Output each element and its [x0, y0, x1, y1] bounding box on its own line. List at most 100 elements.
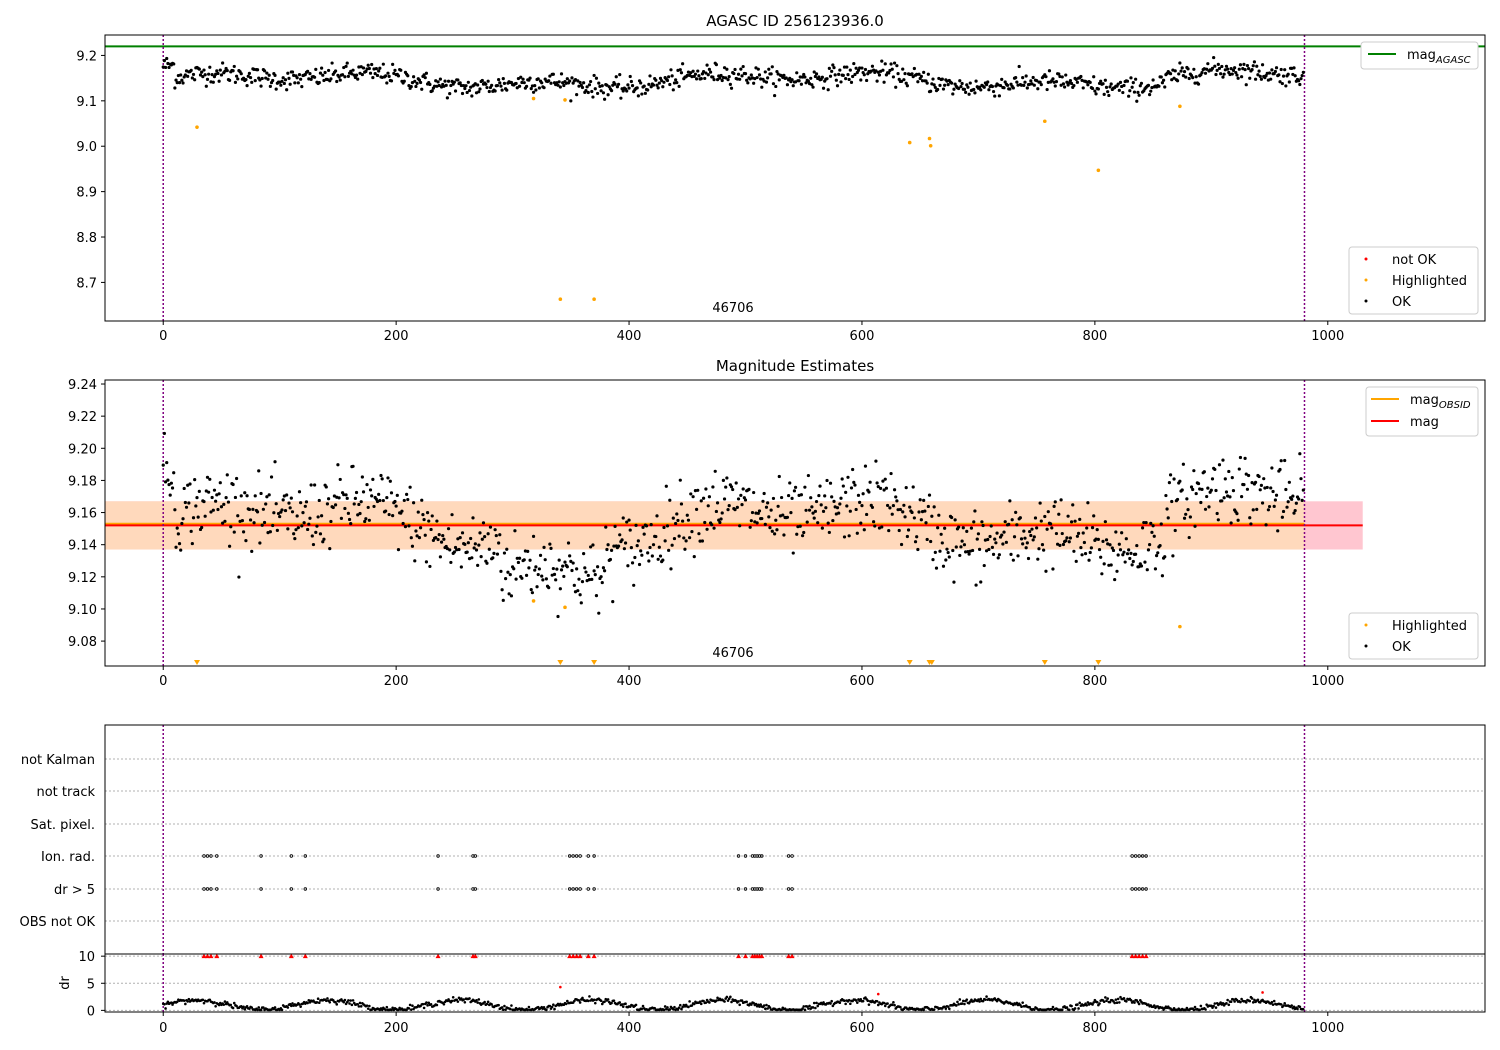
p1-ok-point: [174, 78, 178, 82]
p1-ok-point: [1160, 81, 1165, 85]
p2-ok-point: [970, 548, 975, 553]
p1-ok-point: [1273, 69, 1277, 74]
p2-ok-point: [939, 532, 943, 536]
p2-ok-point: [996, 556, 1000, 560]
p1-ok-point: [378, 66, 382, 70]
p1-ok-point: [722, 66, 727, 70]
p1-ok-point: [533, 84, 537, 88]
p1-ok-point: [268, 84, 272, 88]
p1-ok-point: [755, 75, 759, 80]
p2-ok-point: [658, 554, 663, 558]
dr-point: [262, 1006, 265, 1009]
p2-ok-point: [679, 502, 684, 506]
dr-point: [1283, 1002, 1286, 1005]
dr-point: [723, 1000, 726, 1003]
p1-ok-point: [1179, 69, 1183, 73]
dr-point: [984, 998, 987, 1001]
dr-clipped-marker: [1133, 953, 1139, 959]
p1-ok-point: [246, 74, 250, 78]
p2-ok-point: [551, 566, 555, 571]
p4-xtick-label-1: 200: [384, 1021, 409, 1036]
p2-ok-point: [566, 541, 571, 545]
p1-ok-point: [385, 81, 389, 85]
p2-ok-point: [812, 516, 816, 520]
p1-ok-point: [313, 75, 317, 79]
p1-ok-point: [191, 72, 196, 77]
p2-ok-point: [1196, 481, 1201, 486]
p2-ok-point: [203, 514, 207, 518]
p2-ok-point: [792, 489, 797, 493]
p2-ok-point: [1186, 508, 1190, 512]
flag-point: [743, 887, 748, 891]
p1-ok-point: [957, 86, 961, 91]
p1-ok-point: [594, 76, 599, 80]
p2-ok-point: [827, 530, 831, 535]
p2-ok-point: [806, 473, 810, 478]
dr-point: [257, 1006, 261, 1009]
p2-ok-point: [873, 524, 877, 528]
dr-point: [1015, 1001, 1019, 1005]
p2-ok-point: [299, 501, 303, 505]
p2-ok-point: [1068, 536, 1073, 540]
dr-point: [678, 1003, 682, 1007]
p2-ok-point: [358, 511, 362, 516]
p2-ok-point: [1015, 523, 1019, 527]
dr-point: [849, 1002, 852, 1006]
p2-ok-point: [349, 522, 353, 526]
flag-point: [303, 887, 308, 891]
p2-ok-point: [924, 521, 928, 525]
p1-ok-point: [883, 62, 887, 66]
dr-clipped-marker: [574, 953, 580, 959]
dr-point: [727, 997, 731, 1001]
dr-point: [620, 1003, 624, 1006]
p1-ok-point: [1246, 66, 1251, 71]
p2-ok-point: [777, 474, 781, 479]
dr-point: [368, 1004, 371, 1008]
p2-ok-point: [964, 550, 968, 554]
p2-ok-point: [388, 479, 392, 483]
p1-ok-point: [266, 77, 270, 81]
p2-ok-point: [688, 536, 692, 540]
p1-highlighted-point: [927, 136, 932, 141]
p2-ok-point: [259, 491, 263, 496]
p2-ok-point: [763, 522, 767, 526]
p1-ok-point: [551, 72, 555, 76]
p2-ok-point: [880, 525, 884, 529]
p2-ok-point: [977, 547, 982, 551]
p2-ok-point: [894, 495, 898, 499]
p2-ok-point: [1099, 555, 1103, 559]
dr-point: [1106, 997, 1109, 1000]
p2-ok-point: [734, 481, 738, 485]
p2-xtick-label-3: 600: [850, 674, 875, 689]
p1-ok-point: [522, 81, 526, 85]
p1-ok-point: [225, 68, 229, 73]
p2-ok-point: [168, 493, 172, 497]
p2-ok-point: [175, 526, 179, 530]
p1-ytick-label-2: 9.0: [76, 140, 97, 155]
flag-point: [202, 854, 206, 858]
p2-ok-point: [912, 516, 916, 520]
p2-ok-point: [621, 516, 625, 520]
p2-ok-point: [418, 526, 423, 530]
p2-ok-point: [875, 481, 879, 485]
p1-ok-point: [273, 73, 277, 78]
p2-ok-point: [161, 463, 165, 467]
dr-point: [553, 1007, 556, 1011]
p1-ok-point: [320, 66, 324, 70]
p1-ok-point: [728, 82, 732, 86]
p2-ok-point: [647, 559, 651, 563]
p2-ok-point: [1142, 520, 1146, 525]
p1-highlighted-point: [1096, 168, 1101, 173]
p2-ok-point: [685, 513, 689, 517]
dr-point: [351, 999, 355, 1002]
p2-ok-point: [980, 520, 984, 524]
p2-ok-point: [691, 495, 695, 499]
p2-ok-point: [839, 496, 843, 500]
p1-ok-point: [478, 87, 482, 91]
p2-ok-point: [626, 564, 630, 568]
p2-ok-point: [428, 564, 432, 569]
p2-ok-point: [668, 498, 672, 502]
p2-ok-point: [267, 493, 271, 497]
dr-point: [1199, 1004, 1203, 1008]
p1-ok-point: [860, 66, 864, 70]
